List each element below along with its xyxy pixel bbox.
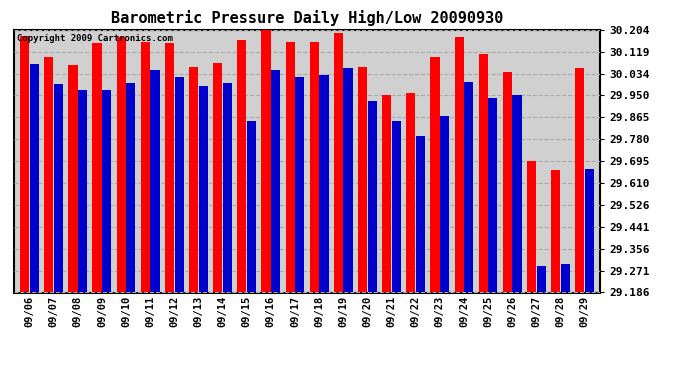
Bar — [92, 44, 101, 292]
Bar — [30, 64, 39, 292]
Bar — [223, 83, 232, 292]
Bar — [489, 98, 497, 292]
Bar — [126, 83, 135, 292]
Bar — [44, 57, 53, 292]
Bar — [237, 40, 246, 292]
Bar — [271, 70, 280, 292]
Bar — [310, 42, 319, 292]
Bar — [479, 54, 488, 292]
Bar — [295, 77, 304, 292]
Bar — [150, 70, 159, 292]
Bar — [406, 93, 415, 292]
Bar — [334, 33, 343, 292]
Bar — [213, 63, 222, 292]
Bar — [117, 37, 126, 292]
Bar — [551, 170, 560, 292]
Bar — [54, 84, 63, 292]
Bar — [455, 37, 464, 292]
Text: Copyright 2009 Cartronics.com: Copyright 2009 Cartronics.com — [17, 34, 172, 43]
Bar — [440, 116, 449, 292]
Bar — [368, 101, 377, 292]
Bar — [431, 57, 440, 292]
Bar — [527, 161, 536, 292]
Bar — [503, 72, 512, 292]
Bar — [416, 136, 425, 292]
Bar — [319, 75, 328, 292]
Bar — [382, 95, 391, 292]
Bar — [358, 67, 367, 292]
Bar — [585, 169, 594, 292]
Bar — [392, 121, 401, 292]
Bar — [464, 82, 473, 292]
Bar — [575, 68, 584, 292]
Bar — [262, 30, 270, 292]
Bar — [247, 121, 256, 292]
Bar — [20, 36, 29, 292]
Bar — [513, 96, 522, 292]
Title: Barometric Pressure Daily High/Low 20090930: Barometric Pressure Daily High/Low 20090… — [111, 10, 503, 26]
Bar — [102, 90, 111, 292]
Bar — [68, 65, 77, 292]
Bar — [286, 42, 295, 292]
Bar — [199, 87, 208, 292]
Bar — [141, 42, 150, 292]
Bar — [175, 77, 184, 292]
Bar — [344, 68, 353, 292]
Bar — [189, 67, 198, 292]
Bar — [537, 266, 546, 292]
Bar — [561, 264, 570, 292]
Bar — [78, 90, 87, 292]
Bar — [165, 43, 174, 292]
